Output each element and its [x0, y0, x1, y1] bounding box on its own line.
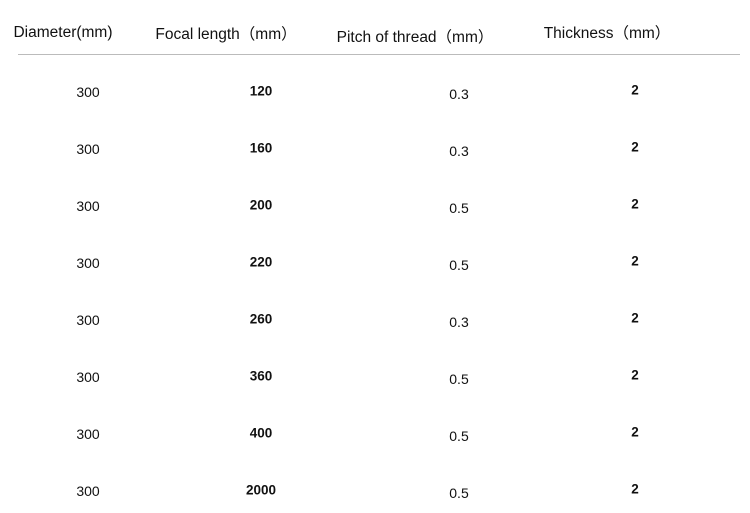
table-cell: 0.3	[449, 143, 469, 159]
column-header: Focal length（mm）	[155, 26, 297, 43]
table-cell: 260	[249, 311, 273, 327]
table-cell: 360	[249, 368, 273, 384]
table-cell: 300	[76, 369, 100, 385]
table-cell: 2	[631, 253, 639, 269]
table-cell: 2	[631, 367, 639, 383]
table-cell: 300	[76, 198, 100, 214]
table-cell: 0.5	[449, 485, 469, 501]
table-cell: 300	[76, 255, 100, 271]
table-cell: 300	[76, 426, 100, 442]
table-cell: 300	[76, 312, 100, 328]
table-cell: 2000	[245, 482, 277, 498]
table-cell: 2	[631, 310, 639, 326]
table-cell: 0.5	[449, 428, 469, 444]
table-cell: 220	[249, 254, 273, 270]
column-header: Pitch of thread（mm）	[336, 29, 494, 46]
table-cell: 160	[249, 140, 273, 156]
table-cell: 2	[631, 82, 639, 98]
table-cell: 0.5	[449, 200, 469, 216]
table-cell: 400	[249, 425, 273, 441]
column-header: Diameter(mm)	[13, 24, 113, 41]
table-cell: 0.5	[449, 257, 469, 273]
table-cell: 300	[76, 141, 100, 157]
table-cell: 2	[631, 424, 639, 440]
table-cell: 200	[249, 197, 273, 213]
table-cell: 2	[631, 139, 639, 155]
table-cell: 120	[249, 83, 273, 99]
table-cell: 0.3	[449, 86, 469, 102]
header-rule	[18, 54, 740, 55]
table-cell: 300	[76, 483, 100, 499]
table-cell: 0.3	[449, 314, 469, 330]
table-cell: 2	[631, 196, 639, 212]
column-header: Thickness（mm）	[543, 25, 671, 42]
table-cell: 0.5	[449, 371, 469, 387]
table-cell: 2	[631, 481, 639, 497]
table-cell: 300	[76, 84, 100, 100]
